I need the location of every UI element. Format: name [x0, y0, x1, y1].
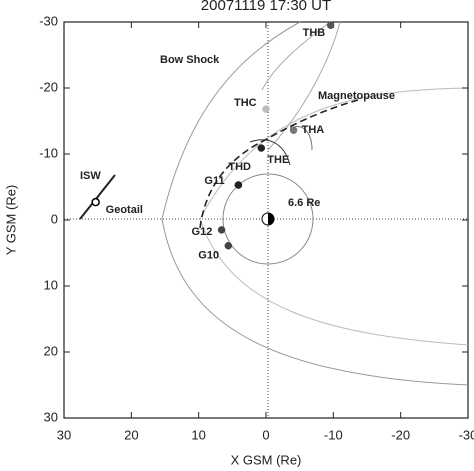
point [91, 197, 100, 207]
magnetopause-curve [199, 87, 469, 346]
y-axis-label: Y GSM (Re) [3, 185, 18, 256]
point [217, 226, 226, 234]
earth-night [268, 213, 274, 225]
x-tick-label: -20 [391, 427, 410, 442]
x-tick-label: 10 [191, 427, 205, 442]
y-tick-label: 10 [44, 277, 58, 292]
y-tick-label: -30 [39, 13, 58, 28]
x-tick-label: 30 [57, 427, 71, 442]
isw-line [79, 174, 116, 220]
point-label: G12 [192, 226, 213, 238]
point-label: THE [267, 154, 289, 166]
point [257, 144, 266, 152]
point-label: THD [228, 161, 251, 173]
chart-title: 20071119 17:30 UT [201, 0, 331, 14]
y-tick-label: -10 [39, 145, 58, 160]
x-tick-label: 20 [124, 427, 138, 442]
point [224, 241, 233, 250]
point [234, 181, 243, 189]
x-tick-label: -30 [459, 427, 474, 442]
y-tick-label: -20 [39, 79, 58, 94]
point [289, 126, 298, 134]
point [326, 21, 335, 30]
point-label: THB [303, 27, 326, 39]
point-label: G10 [198, 250, 219, 262]
y-tick-label: 0 [51, 211, 58, 226]
x-axis-label: X GSM (Re) [231, 452, 302, 467]
x-tick-label: -10 [324, 427, 343, 442]
point [262, 105, 270, 113]
annotation: Magnetopause [318, 90, 395, 102]
annotation: Bow Shock [160, 54, 220, 66]
bow-shock-curve [161, 21, 469, 386]
orbit-curve [267, 21, 341, 151]
orbit-arc [249, 139, 291, 166]
point-label: Geotail [106, 204, 143, 216]
y-tick-label: 30 [44, 409, 58, 424]
annotation: 6.6 Re [288, 197, 320, 209]
point-label: THC [234, 97, 257, 109]
point-label: THA [302, 124, 325, 136]
point-label: G11 [204, 175, 224, 187]
x-tick-label: 0 [262, 427, 269, 442]
y-tick-label: 20 [44, 343, 58, 358]
orbit-curve [261, 21, 331, 91]
annotation: ISW [80, 170, 101, 182]
geo-orbit-circle [222, 173, 314, 265]
